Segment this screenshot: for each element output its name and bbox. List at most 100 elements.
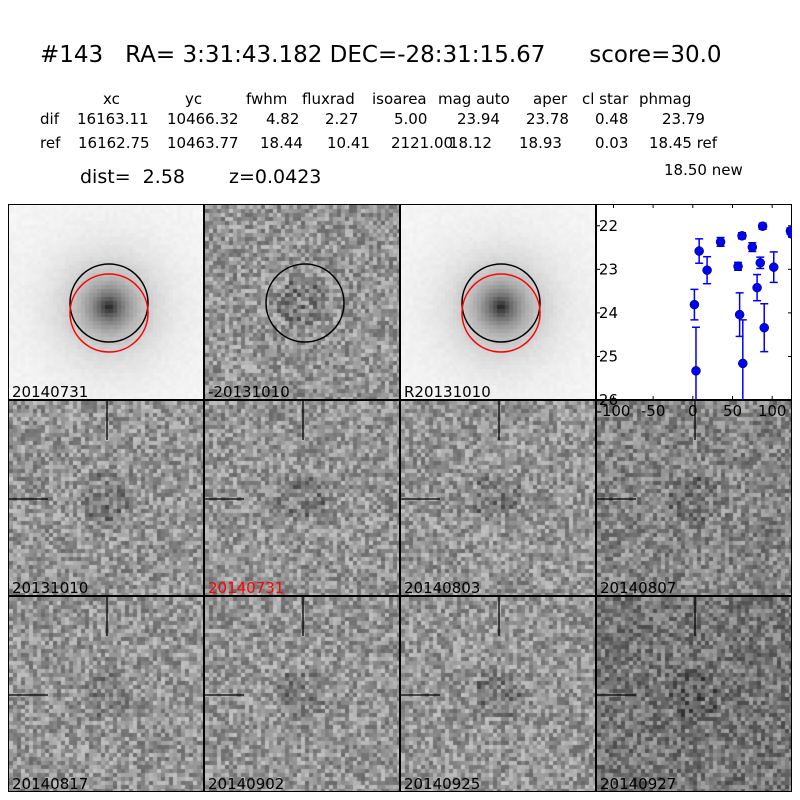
stamp-date-label: R20131010 — [404, 383, 491, 400]
y-tick-label: 26 — [599, 391, 618, 409]
x-tick-label: -50 — [641, 402, 666, 420]
data-point — [752, 282, 762, 293]
row-value: 2.27 — [325, 110, 359, 128]
col-fwhm: fwhm — [246, 90, 288, 108]
image-stamp[interactable]: 20131010 — [8, 400, 204, 596]
row-value: 10463.77 — [167, 134, 239, 152]
light-curve-chart: -100 -50 0 50 100 22 23 24 25 26 — [596, 204, 792, 420]
black-aperture-circle — [461, 263, 541, 343]
x-tick-label: 50 — [723, 402, 742, 420]
stamp-overlay — [401, 597, 500, 696]
data-point — [702, 265, 712, 275]
stamp-image — [9, 401, 203, 595]
data-point — [757, 221, 768, 231]
y-tick-label: 25 — [599, 347, 618, 365]
row-value: 5.00 — [394, 110, 428, 128]
image-stamp[interactable]: 20140731 — [8, 204, 204, 400]
image-stamp[interactable]: 20140927 — [596, 596, 792, 792]
col-aper: aper — [533, 90, 568, 108]
row-value: 23.78 — [526, 110, 569, 128]
y-tick-label: 23 — [599, 260, 618, 278]
redshift-value: z=0.0423 — [229, 166, 322, 188]
row-value: 18.93 — [519, 134, 562, 152]
col-fluxrad: fluxrad — [302, 90, 355, 108]
row-name: ref — [40, 134, 61, 152]
stamp-date-label: 20140902 — [208, 775, 285, 792]
red-aperture-circle — [69, 273, 149, 353]
image-stamp[interactable]: 20140817 — [8, 596, 204, 792]
stamp-overlay — [205, 597, 304, 696]
stamp-overlay — [205, 401, 304, 500]
row-value: 23.79 — [662, 110, 705, 128]
stamp-image — [205, 401, 399, 595]
stamp-overlay — [9, 597, 108, 696]
x-tick-label: 100 — [758, 402, 787, 420]
row-value: 2121.00 — [391, 134, 454, 152]
x-tick-label: -100 — [596, 402, 630, 420]
stamp-date-label: -20131010 — [208, 383, 290, 400]
col-yc: yc — [185, 90, 203, 108]
stamp-image — [9, 205, 203, 399]
row-value: 16162.75 — [78, 134, 150, 152]
image-stamp[interactable]: R20131010 — [400, 204, 596, 400]
row-value: 10.41 — [327, 134, 370, 152]
row-value: 16163.11 — [77, 110, 149, 128]
red-aperture-circle — [461, 273, 541, 353]
row-value: 0.48 — [595, 110, 629, 128]
image-stamp[interactable]: -20131010 — [204, 204, 400, 400]
row-value: 4.82 — [266, 110, 300, 128]
stamp-overlay — [69, 263, 149, 353]
row-value: 18.44 — [260, 134, 303, 152]
image-stamp[interactable]: 20140902 — [204, 596, 400, 792]
col-mag-auto: mag auto — [438, 90, 510, 108]
image-stamp[interactable]: 20140803 — [400, 400, 596, 596]
data-point — [755, 258, 766, 268]
data-point — [738, 358, 748, 369]
stamp-date-label: 20140927 — [600, 775, 677, 792]
dist-value: dist= 2.58 — [80, 166, 185, 188]
stamp-date-label: 20140803 — [404, 579, 481, 596]
stamp-date-label: 20131010 — [12, 579, 89, 596]
new-mag: 18.50 new — [664, 161, 743, 179]
row-value: 10466.32 — [167, 110, 239, 128]
y-tick-label: 24 — [599, 304, 618, 322]
row-name: dif — [40, 110, 59, 128]
stamp-overlay — [597, 597, 696, 696]
stamp-overlay — [461, 263, 541, 353]
y-tick-label: 22 — [599, 217, 618, 235]
stamp-date-label: 20140807 — [600, 579, 677, 596]
row-value: 0.03 — [595, 134, 629, 152]
stamp-date-label: 20140925 — [404, 775, 481, 792]
image-stamp[interactable]: 20140807 — [596, 400, 792, 596]
stamp-image — [401, 205, 595, 399]
black-aperture-circle — [265, 263, 345, 343]
col-cl-star: cl star — [582, 90, 629, 108]
data-point — [787, 229, 792, 239]
stamp-overlay — [9, 401, 108, 500]
stamp-image — [401, 597, 595, 791]
candidate-title: #143 RA= 3:31:43.182 DEC=-28:31:15.67 sc… — [40, 42, 722, 68]
stamp-overlay — [401, 401, 500, 500]
col-phmag: phmag — [639, 90, 692, 108]
image-stamp[interactable]: 20140925 — [400, 596, 596, 792]
stamp-date-label: 20140731 — [12, 383, 89, 400]
row-value: 23.94 — [457, 110, 500, 128]
stamp-image — [401, 401, 595, 595]
stamp-image — [205, 597, 399, 791]
stamp-date-label: 20140817 — [12, 775, 89, 792]
col-xc: xc — [103, 90, 120, 108]
col-isoarea: isoarea — [372, 90, 427, 108]
data-point — [715, 237, 726, 247]
stamp-image — [597, 597, 791, 791]
stamp-date-label: 20140731 — [208, 579, 285, 596]
row-value: 18.45 ref — [649, 134, 718, 152]
data-point — [768, 262, 779, 272]
black-aperture-circle — [69, 263, 149, 343]
row-value: 18.12 — [449, 134, 492, 152]
data-point — [734, 309, 745, 320]
data-point — [694, 246, 704, 256]
x-tick-label: 0 — [688, 402, 698, 420]
image-stamp[interactable]: 20140731 — [204, 400, 400, 596]
stamp-image — [597, 401, 791, 595]
